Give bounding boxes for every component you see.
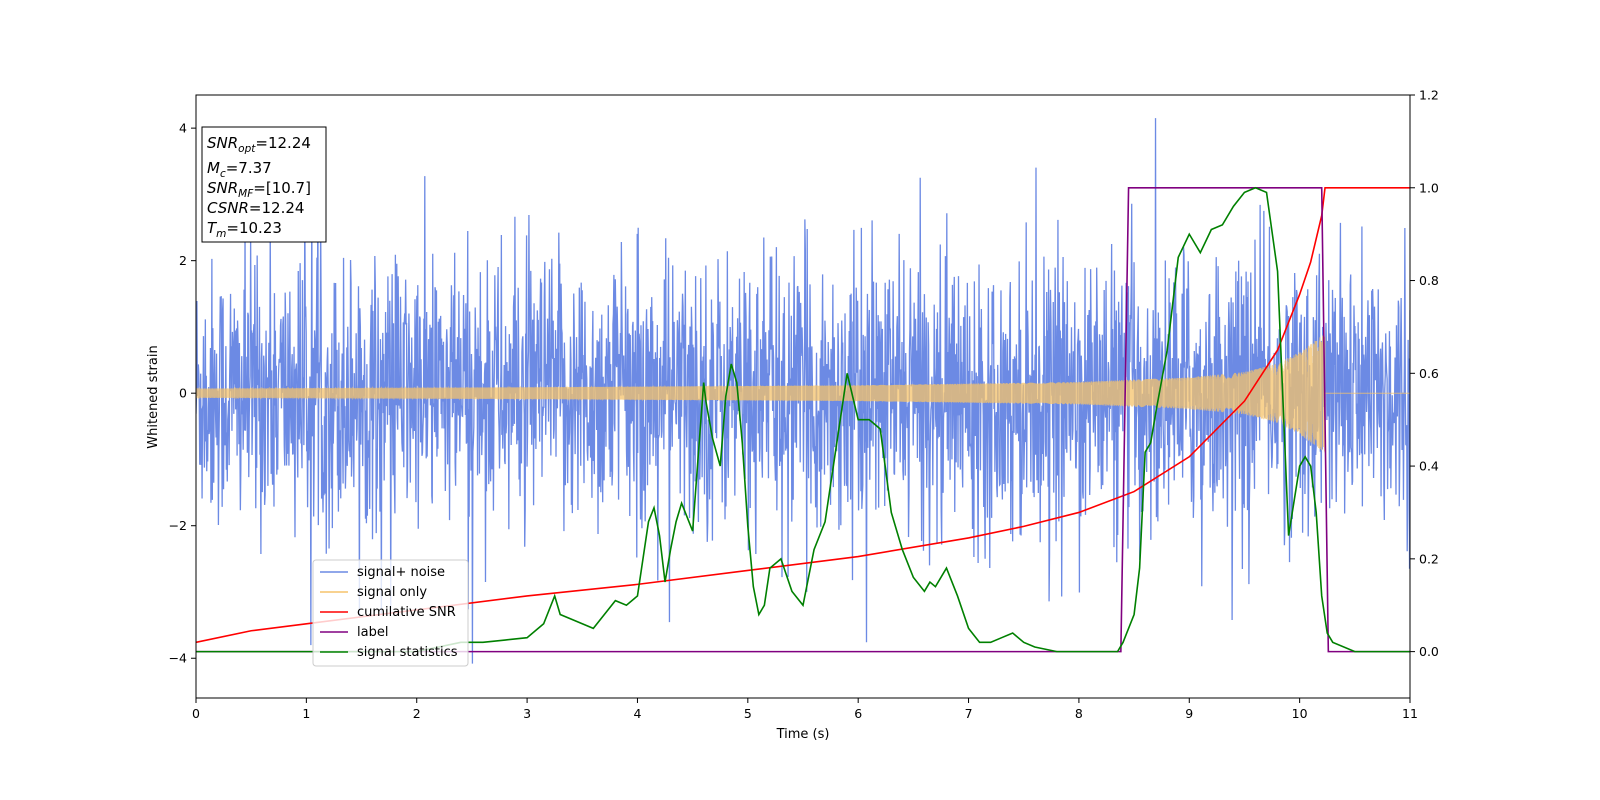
x-tick-label: 1: [302, 706, 310, 721]
y-axis-label: Whitened strain: [146, 345, 161, 448]
y-axis-left: −4 −2 0 2 4: [169, 121, 196, 666]
x-axis-label: Time (s): [776, 727, 830, 742]
y-tick-label: −2: [169, 518, 187, 533]
annotation-csnr: CSNR=12.24: [207, 199, 304, 217]
legend-label-label: label: [357, 625, 388, 640]
y-tick-label: 4: [179, 121, 187, 136]
x-tick-label: 2: [413, 706, 421, 721]
x-tick-label: 3: [523, 706, 531, 721]
y2-tick-label: 0.6: [1419, 366, 1439, 381]
plot-area: [196, 118, 1410, 664]
series-signal-only: [196, 334, 1410, 453]
legend-frame: [312, 559, 469, 667]
annotation-snr-opt: SNRopt=12.24: [207, 134, 311, 155]
x-tick-label: 10: [1292, 706, 1308, 721]
x-tick-label: 4: [633, 706, 641, 721]
y2-tick-label: 0.8: [1419, 273, 1439, 288]
x-tick-label: 7: [965, 706, 973, 721]
legend-label-cumulative-snr: cumilative SNR: [357, 605, 456, 620]
legend-label-signal-noise: signal+ noise: [357, 565, 445, 580]
x-tick-label: 8: [1075, 706, 1083, 721]
y2-tick-label: 1.2: [1419, 88, 1439, 103]
y-tick-label: 2: [179, 253, 187, 268]
legend-label-signal-only: signal only: [357, 585, 427, 600]
x-tick-label: 6: [854, 706, 862, 721]
y2-tick-label: 1.0: [1419, 180, 1439, 195]
annotation-box: SNRopt=12.24 Mc=7.37 SNRMF=[10.7] CSNR=1…: [201, 126, 327, 243]
y2-tick-label: 0.2: [1419, 551, 1439, 566]
y2-tick-label: 0.4: [1419, 459, 1439, 474]
y-tick-label: −4: [169, 651, 187, 666]
plot-frame: [195, 94, 1411, 699]
x-tick-label: 11: [1402, 706, 1418, 721]
annotation-tm: Tm=10.23: [207, 219, 282, 240]
x-tick-label: 0: [192, 706, 200, 721]
series-signal-statistics: [196, 186, 1410, 653]
y-tick-label: 0: [179, 386, 187, 401]
x-tick-label: 9: [1185, 706, 1193, 721]
series-label: [196, 186, 1410, 653]
y-axis-right: 0.0 0.2 0.4 0.6 0.8 1.0 1.2: [1410, 88, 1439, 659]
legend-label-signal-statistics: signal statistics: [357, 645, 458, 660]
x-axis: 0 1 2 3 4 5 6 7 8 9 10 11: [192, 698, 1418, 721]
y2-tick-label: 0.0: [1419, 644, 1439, 659]
annotation-snr-mf: SNRMF=[10.7]: [207, 179, 311, 200]
legend: signal+ noise signal only cumilative SNR…: [312, 559, 469, 667]
annotation-mc: Mc=7.37: [207, 159, 272, 180]
x-tick-label: 5: [744, 706, 752, 721]
series-cumulative-snr: [196, 186, 1410, 644]
